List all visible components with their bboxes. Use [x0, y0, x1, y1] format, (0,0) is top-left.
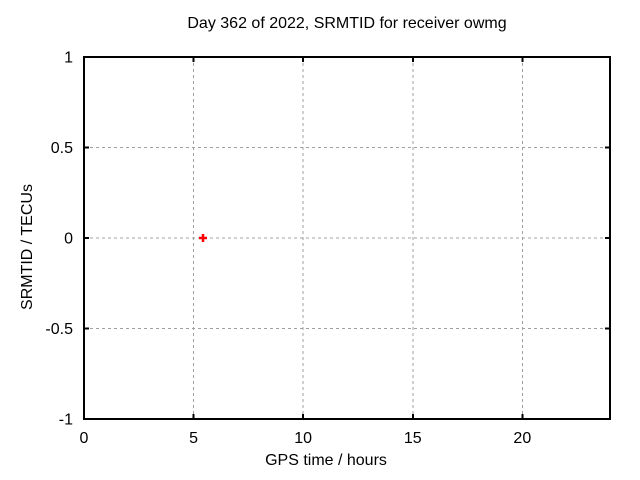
y-tick-label: -1: [59, 412, 73, 429]
y-tick-label: 0.5: [51, 140, 73, 157]
y-tick-label: 1: [64, 50, 73, 67]
x-tick-label: 15: [404, 430, 422, 447]
x-tick-label: 10: [294, 430, 312, 447]
y-tick-label: -0.5: [45, 321, 73, 338]
x-axis-label: GPS time / hours: [265, 452, 387, 469]
x-tick-label: 0: [80, 430, 89, 447]
data-point-marker: [199, 234, 208, 242]
x-tick-label: 20: [513, 430, 531, 447]
y-tick-label: 0: [64, 231, 73, 248]
chart-title: Day 362 of 2022, SRMTID for receiver owm…: [187, 15, 507, 32]
x-tick-label: 5: [189, 430, 198, 447]
